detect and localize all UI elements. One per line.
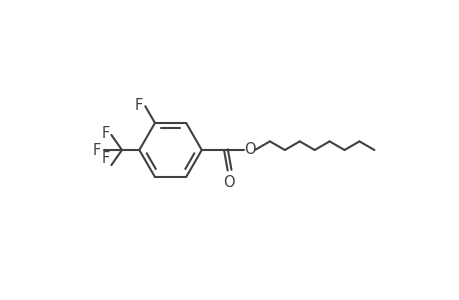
Text: F: F: [92, 142, 101, 158]
Text: F: F: [101, 126, 110, 141]
Text: F: F: [134, 98, 143, 113]
Text: F: F: [101, 151, 110, 166]
Text: O: O: [243, 142, 255, 157]
Text: O: O: [223, 175, 235, 190]
